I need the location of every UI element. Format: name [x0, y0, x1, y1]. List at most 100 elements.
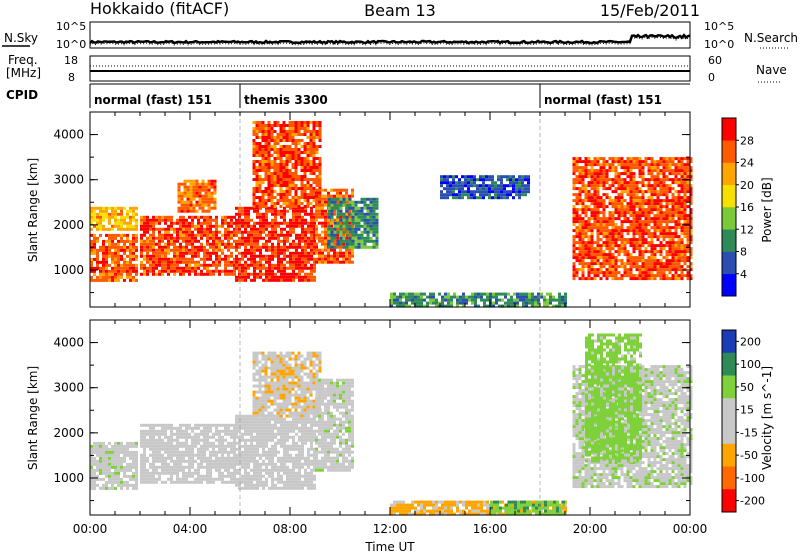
heatmap-cell — [327, 260, 330, 264]
heatmap-cell — [315, 169, 319, 172]
heatmap-cell — [312, 178, 316, 181]
heatmap-cell — [123, 465, 126, 469]
heatmap-cell — [197, 441, 200, 445]
heatmap-cell — [575, 229, 579, 233]
heatmap-cell — [123, 206, 126, 210]
heatmap-cell — [167, 444, 170, 448]
heatmap-cell — [123, 263, 126, 267]
heatmap-cell — [689, 175, 693, 179]
heatmap-cell — [516, 301, 519, 305]
heatmap-cell — [227, 269, 230, 273]
heatmap-cell — [182, 236, 185, 240]
heatmap-cell — [315, 236, 318, 240]
heatmap-cell — [572, 157, 576, 161]
heatmap-cell — [294, 178, 298, 181]
heatmap-cell — [90, 474, 93, 478]
heatmap-cell — [158, 423, 161, 427]
heatmap-cell — [312, 139, 316, 142]
heatmap-cell — [650, 157, 654, 161]
heatmap-cell — [327, 251, 330, 255]
heatmap-cell — [135, 278, 138, 282]
heatmap-cell — [179, 477, 182, 481]
heatmap-cell — [117, 221, 120, 225]
heatmap-cell — [192, 182, 196, 186]
heatmap-cell — [578, 187, 582, 191]
heatmap-cell — [578, 160, 582, 164]
heatmap-cell — [126, 447, 129, 451]
heatmap-cell — [650, 202, 654, 206]
heatmap-cell — [261, 139, 265, 142]
heatmap-cell — [161, 269, 164, 273]
heatmap-cell — [102, 224, 105, 228]
cpid-segment-label: normal (fast) 151 — [94, 93, 212, 107]
heatmap-cell — [638, 241, 642, 245]
heatmap-cell — [93, 278, 96, 282]
heatmap-cell — [578, 220, 582, 224]
heatmap-cell — [271, 218, 274, 222]
heatmap-cell — [677, 199, 681, 203]
heatmap-cell — [286, 233, 289, 237]
heatmap-cell — [644, 163, 648, 167]
heatmap-cell — [599, 172, 603, 176]
heatmap-cell — [605, 217, 609, 221]
heatmap-cell — [518, 187, 521, 191]
heatmap-cell — [285, 196, 289, 199]
heatmap-cell — [102, 441, 105, 445]
heatmap-cell — [105, 254, 108, 258]
heatmap-cell — [516, 304, 519, 308]
heatmap-cell — [268, 245, 271, 249]
heatmap-cell — [149, 218, 152, 222]
heatmap-cell — [244, 206, 247, 210]
heatmap-cell — [304, 209, 307, 213]
heatmap-cell — [339, 254, 342, 258]
heatmap-cell — [482, 178, 485, 182]
heatmap-cell — [644, 199, 648, 203]
heatmap-cell — [446, 187, 449, 191]
heatmap-cell — [479, 190, 482, 194]
heatmap-cell — [297, 175, 301, 178]
heatmap-cell — [509, 190, 512, 194]
heatmap-cell — [366, 233, 370, 237]
heatmap-cell — [458, 181, 461, 185]
heatmap-cell — [132, 459, 135, 463]
heatmap-cell — [289, 278, 292, 282]
heatmap-cell — [93, 468, 96, 472]
heatmap-cell — [230, 230, 233, 234]
heatmap-cell — [345, 248, 348, 252]
heatmap-cell — [155, 432, 158, 436]
heatmap-cell — [123, 278, 126, 282]
heatmap-cell — [668, 265, 672, 269]
heatmap-cell — [209, 426, 212, 430]
heatmap-cell — [632, 208, 636, 212]
heatmap-cell — [596, 196, 600, 200]
heatmap-cell — [173, 227, 176, 231]
heatmap-cell — [291, 151, 295, 154]
heatmap-cell — [552, 298, 555, 302]
heatmap-cell — [635, 220, 639, 224]
heatmap-cell — [348, 245, 352, 249]
heatmap-cell — [674, 247, 678, 251]
heatmap-cell — [241, 218, 244, 222]
heatmap-cell — [309, 160, 313, 163]
heatmap-cell — [602, 262, 606, 266]
heatmap-cell — [363, 203, 367, 207]
heatmap-cell — [188, 471, 191, 475]
heatmap-cell — [282, 190, 286, 193]
heatmap-cell — [179, 260, 182, 264]
heatmap-cell — [179, 215, 182, 219]
heatmap-cell — [233, 221, 236, 225]
heatmap-cell — [552, 295, 555, 299]
heatmap-cell — [161, 453, 164, 457]
heatmap-cell — [458, 178, 461, 182]
heatmap-cell — [336, 254, 339, 258]
heatmap-cell — [689, 157, 693, 161]
heatmap-cell — [265, 224, 268, 228]
heatmap-cell — [276, 202, 280, 205]
heatmap-cell — [671, 211, 675, 215]
heatmap-cell — [102, 269, 105, 273]
heatmap-cell — [647, 163, 651, 167]
heatmap-cell — [294, 142, 298, 145]
heatmap-cell — [274, 221, 277, 225]
heatmap-cell — [270, 202, 274, 205]
heatmap-cell — [267, 181, 271, 184]
